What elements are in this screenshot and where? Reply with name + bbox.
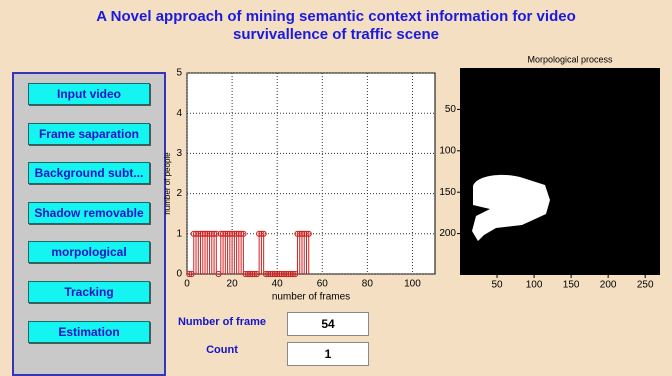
y-tick-label: 5: [176, 68, 182, 79]
x-tick-label: 150: [563, 280, 580, 291]
x-tick-label: 20: [227, 279, 239, 290]
y-axis-label: number of people: [163, 152, 172, 215]
y-tick-label: 0: [176, 269, 182, 280]
image-area: [460, 68, 660, 275]
x-tick-label: 60: [317, 279, 329, 290]
x-tick-label: 100: [526, 280, 543, 291]
y-tick-label: 200: [439, 228, 456, 239]
x-tick-label: 50: [491, 280, 503, 291]
x-axis-label: number of frames: [272, 292, 350, 303]
x-tick-label: 250: [637, 280, 654, 291]
y-tick-label: 4: [176, 108, 182, 119]
y-tick-label: 100: [439, 145, 456, 156]
y-tick-label: 50: [445, 104, 457, 115]
image-title: Morpological process: [527, 54, 613, 64]
plots: 012345020406080100number of framesnumber…: [0, 0, 672, 369]
x-tick-label: 80: [362, 279, 374, 290]
y-tick-label: 1: [176, 228, 182, 239]
app-window: A Novel approach of mining semantic cont…: [0, 0, 672, 369]
y-tick-label: 3: [176, 148, 182, 159]
x-tick-label: 100: [404, 279, 421, 290]
x-tick-label: 40: [272, 279, 284, 290]
x-tick-label: 0: [184, 279, 190, 290]
x-tick-label: 200: [600, 280, 617, 291]
plot-area: [187, 73, 435, 274]
y-tick-label: 2: [176, 188, 182, 199]
y-tick-label: 150: [439, 187, 456, 198]
